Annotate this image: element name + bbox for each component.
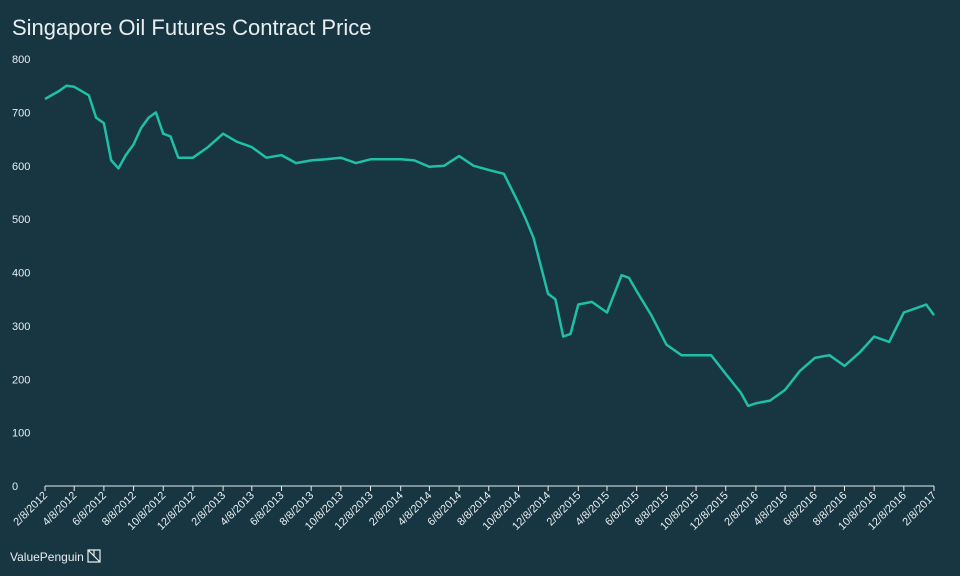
chart-title: Singapore Oil Futures Contract Price [12,15,372,40]
brand-icon [87,549,101,563]
y-tick-label: 0 [12,481,18,493]
footer-brand: ValuePenguin [10,550,84,564]
y-tick-label: 300 [12,321,30,333]
y-tick-label: 200 [12,374,30,386]
y-tick-label: 600 [12,161,30,173]
y-tick-label: 400 [12,268,30,280]
y-tick-label: 800 [12,54,30,66]
y-tick-label: 700 [12,107,30,119]
price-line [44,84,936,408]
y-tick-label: 100 [12,428,30,440]
y-tick-label: 500 [12,214,30,226]
